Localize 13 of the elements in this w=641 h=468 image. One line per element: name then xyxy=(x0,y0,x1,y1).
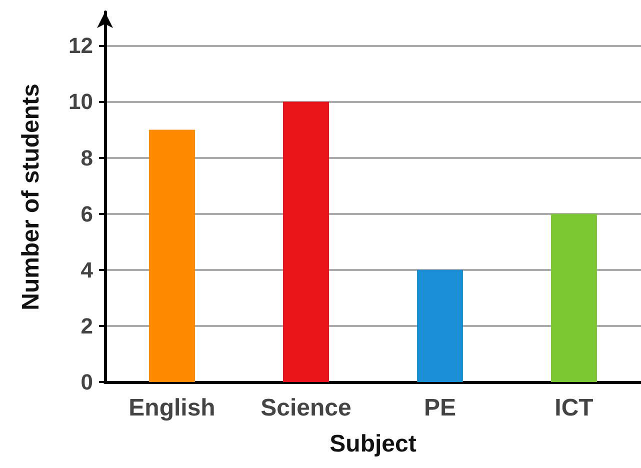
y-tick-label: 8 xyxy=(80,145,93,170)
x-tick-label: PE xyxy=(424,394,456,422)
y-tick-label: 12 xyxy=(68,33,93,58)
x-tick-label: ICT xyxy=(554,394,594,422)
x-axis-title: Subject xyxy=(330,430,416,458)
y-tick-label: 6 xyxy=(80,201,93,226)
y-tick-label: 0 xyxy=(80,370,93,394)
y-tick-label: 4 xyxy=(80,257,94,282)
y-tick-label: 2 xyxy=(80,313,93,338)
y-axis-title: Number of students xyxy=(18,84,44,310)
y-tick-label: 10 xyxy=(68,89,93,114)
x-tick-label: Science xyxy=(260,394,352,422)
x-tick-label: English xyxy=(128,394,216,422)
